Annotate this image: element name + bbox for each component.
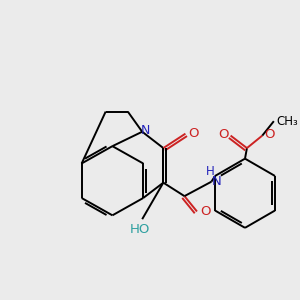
Text: N: N bbox=[212, 175, 222, 188]
Text: HO: HO bbox=[130, 223, 150, 236]
Text: CH₃: CH₃ bbox=[277, 115, 298, 128]
Text: O: O bbox=[200, 205, 210, 218]
Text: N: N bbox=[140, 124, 150, 137]
Text: O: O bbox=[264, 128, 274, 141]
Text: O: O bbox=[218, 128, 228, 141]
Text: H: H bbox=[206, 165, 214, 178]
Text: O: O bbox=[188, 127, 199, 140]
